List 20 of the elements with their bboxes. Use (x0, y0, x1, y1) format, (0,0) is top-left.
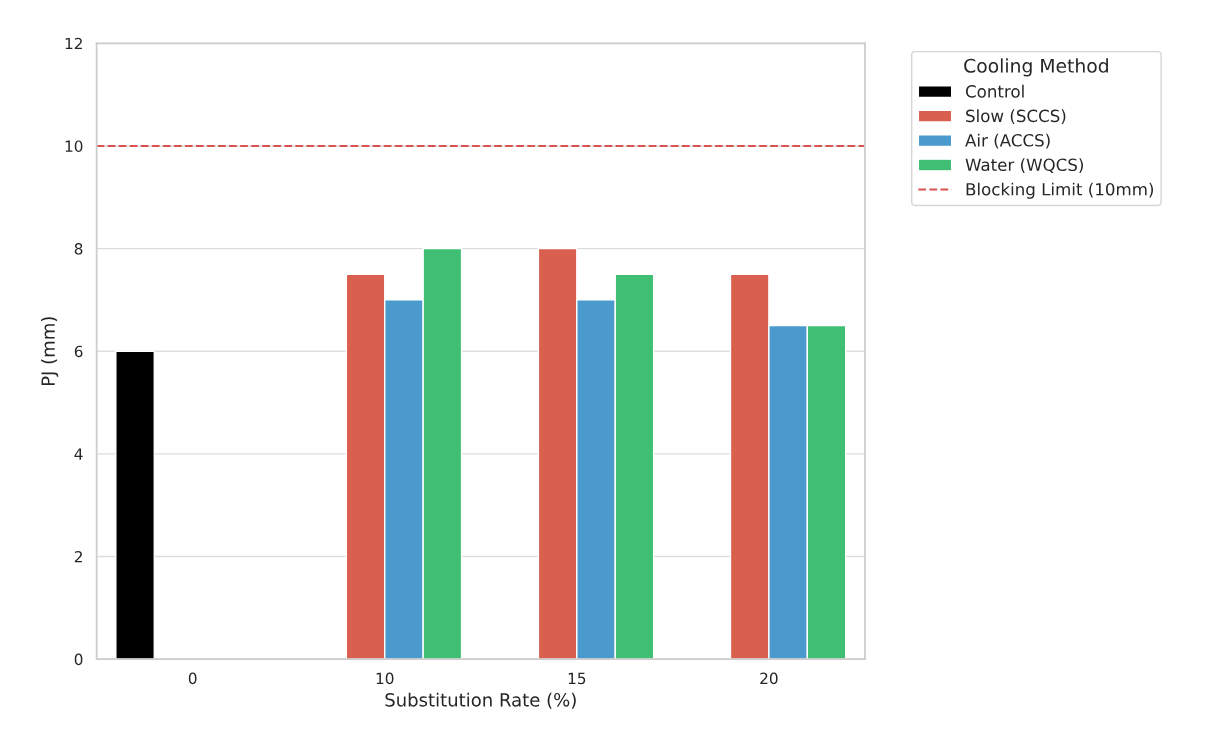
y-tick-label: 0 (74, 653, 83, 666)
legend-label: Control (965, 84, 1024, 98)
y-axis-title: PJ (mm) (40, 317, 59, 386)
x-axis-title: Substitution Rate (%) (385, 692, 576, 709)
y-tick-label: 8 (74, 243, 83, 255)
x-tick-label: 0 (188, 672, 197, 685)
x-tick-label: 20 (760, 672, 778, 685)
y-tick-label: 4 (74, 448, 83, 460)
legend-label: Water (WQCS) (965, 158, 1083, 174)
legend-label: Air (ACCS) (965, 133, 1050, 149)
y-tick-label: 12 (65, 37, 82, 50)
legend-label: Blocking Limit (10mm) (966, 182, 1154, 199)
legend-title: Cooling Method (964, 58, 1108, 77)
y-tick-label: 2 (74, 550, 82, 563)
bar (115, 350, 155, 660)
legend-label: Slow (SCCS) (966, 109, 1066, 125)
x-tick-label: 10 (376, 672, 394, 685)
y-tick-label: 6 (74, 345, 83, 358)
x-tick-label: 15 (568, 672, 586, 685)
y-tick-label: 10 (65, 140, 83, 152)
